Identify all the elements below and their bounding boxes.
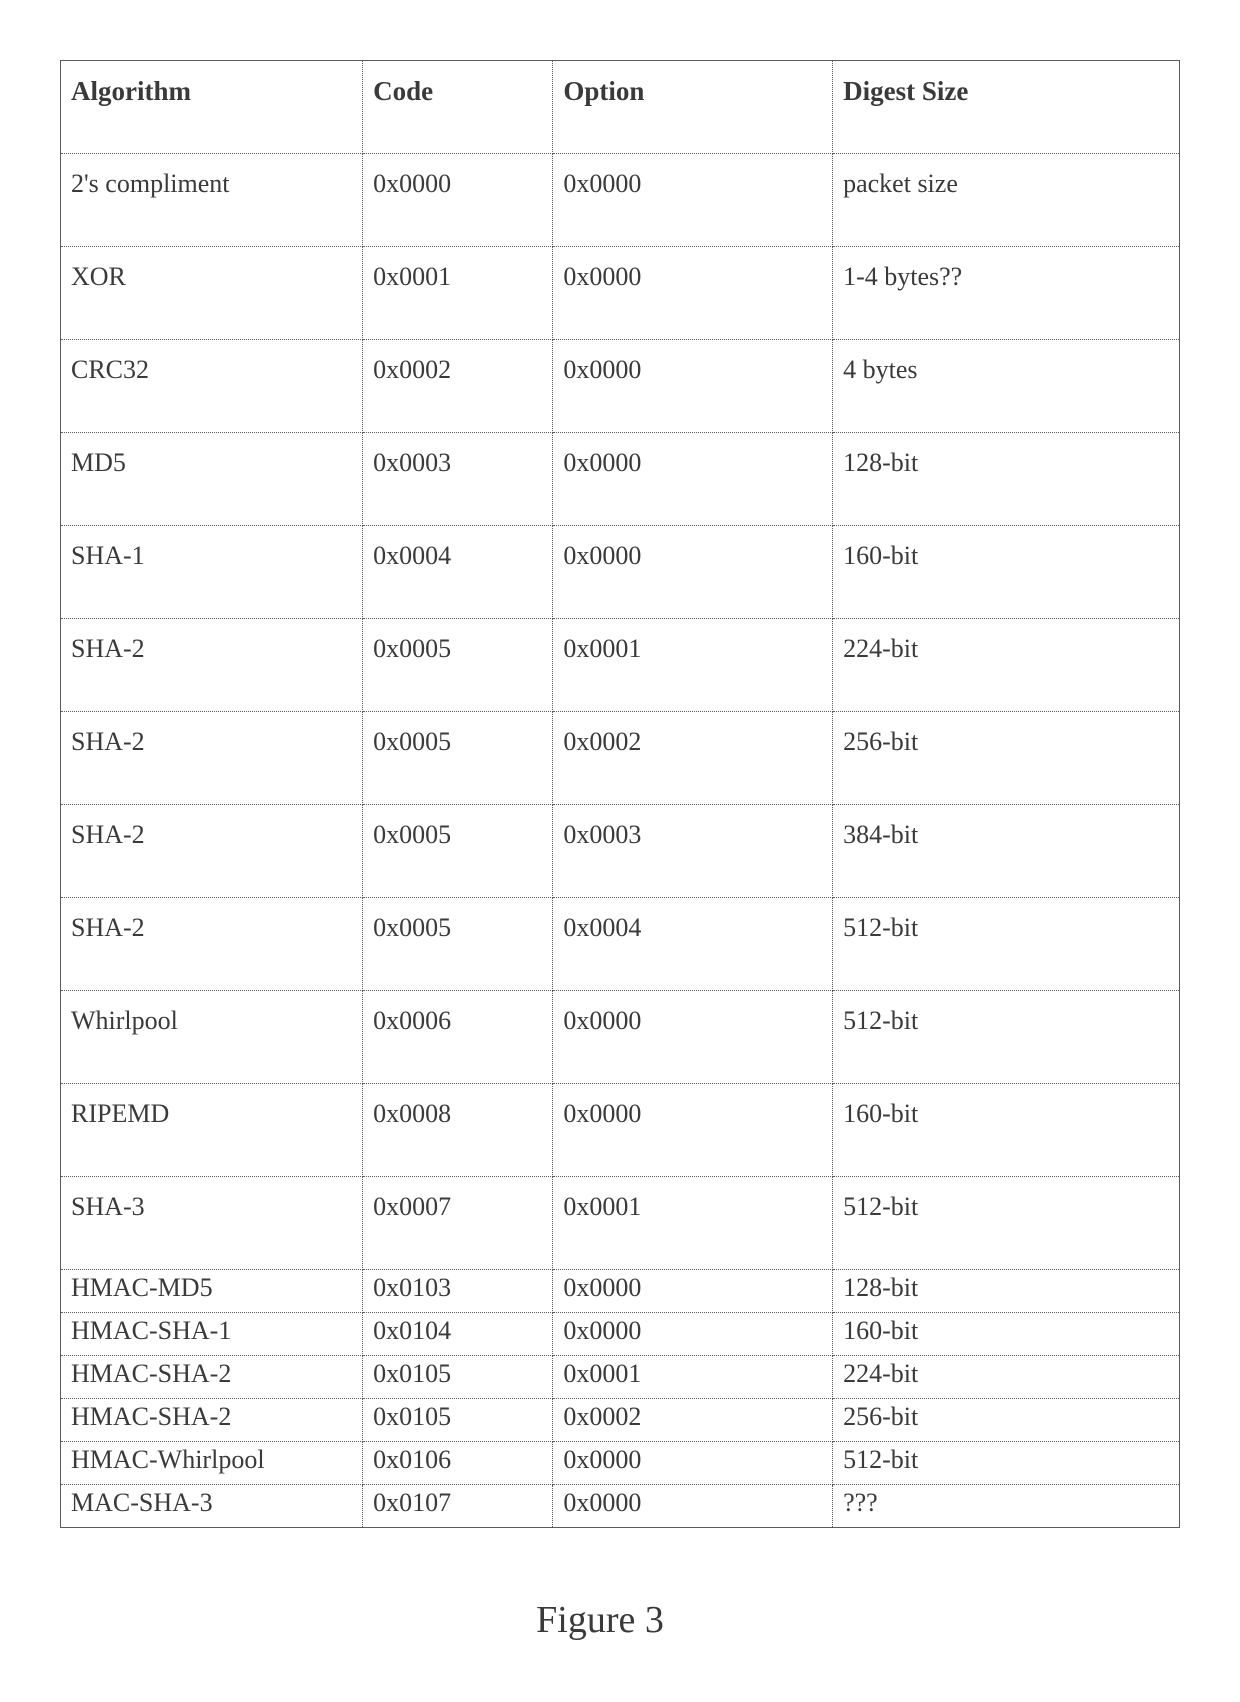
table-cell: 0x0004 — [553, 898, 833, 991]
table-cell: Whirlpool — [61, 991, 363, 1084]
table-cell: 0x0002 — [553, 1399, 833, 1442]
table-cell: 0x0000 — [553, 1485, 833, 1528]
table-cell: 0x0003 — [363, 433, 553, 526]
table-cell: 512-bit — [833, 1177, 1180, 1270]
table-row: HMAC-MD50x01030x0000128-bit — [61, 1270, 1180, 1313]
table-cell: 128-bit — [833, 1270, 1180, 1313]
table-cell: 256-bit — [833, 712, 1180, 805]
table-cell: 0x0003 — [553, 805, 833, 898]
table-cell: 0x0000 — [553, 1442, 833, 1485]
col-header-code: Code — [363, 61, 553, 154]
table-cell: 224-bit — [833, 619, 1180, 712]
table-cell: 512-bit — [833, 898, 1180, 991]
table-cell: SHA-3 — [61, 1177, 363, 1270]
table-row: SHA-20x00050x0002256-bit — [61, 712, 1180, 805]
table-cell: 160-bit — [833, 1313, 1180, 1356]
table-row: CRC320x00020x00004 bytes — [61, 340, 1180, 433]
table-cell: 0x0001 — [553, 1177, 833, 1270]
table-cell: 0x0000 — [553, 247, 833, 340]
table-cell: 0x0004 — [363, 526, 553, 619]
table-cell: 2's compliment — [61, 154, 363, 247]
table-row: HMAC-SHA-10x01040x0000160-bit — [61, 1313, 1180, 1356]
table-row: SHA-20x00050x0001224-bit — [61, 619, 1180, 712]
table-cell: RIPEMD — [61, 1084, 363, 1177]
table-row: SHA-20x00050x0004512-bit — [61, 898, 1180, 991]
table-cell: 0x0005 — [363, 805, 553, 898]
table-cell: 0x0005 — [363, 898, 553, 991]
table-cell: 0x0007 — [363, 1177, 553, 1270]
table-cell: SHA-2 — [61, 619, 363, 712]
table-cell: 4 bytes — [833, 340, 1180, 433]
table-cell: 0x0000 — [553, 154, 833, 247]
table-cell: 128-bit — [833, 433, 1180, 526]
table-cell: HMAC-Whirlpool — [61, 1442, 363, 1485]
table-cell: 1-4 bytes?? — [833, 247, 1180, 340]
table-cell: 0x0000 — [363, 154, 553, 247]
table-row: HMAC-Whirlpool0x01060x0000512-bit — [61, 1442, 1180, 1485]
table-cell: 0x0105 — [363, 1399, 553, 1442]
table-header-row: Algorithm Code Option Digest Size — [61, 61, 1180, 154]
table-cell: 0x0008 — [363, 1084, 553, 1177]
table-cell: 0x0000 — [553, 1313, 833, 1356]
table-cell: 0x0001 — [363, 247, 553, 340]
table-cell: 0x0006 — [363, 991, 553, 1084]
table-cell: SHA-2 — [61, 805, 363, 898]
table-cell: MD5 — [61, 433, 363, 526]
col-header-algorithm: Algorithm — [61, 61, 363, 154]
table-cell: 384-bit — [833, 805, 1180, 898]
table-cell: 0x0002 — [363, 340, 553, 433]
table-cell: 256-bit — [833, 1399, 1180, 1442]
table-cell: 0x0005 — [363, 712, 553, 805]
table-row: MAC-SHA-30x01070x0000??? — [61, 1485, 1180, 1528]
table-cell: 0x0005 — [363, 619, 553, 712]
table-cell: HMAC-SHA-2 — [61, 1356, 363, 1399]
table-row: RIPEMD0x00080x0000160-bit — [61, 1084, 1180, 1177]
table-row: SHA-30x00070x0001512-bit — [61, 1177, 1180, 1270]
table-cell: 0x0000 — [553, 991, 833, 1084]
table-row: SHA-20x00050x0003384-bit — [61, 805, 1180, 898]
figure-caption: Figure 3 — [60, 1598, 1140, 1642]
table-cell: CRC32 — [61, 340, 363, 433]
table-cell: SHA-2 — [61, 898, 363, 991]
table-cell: 0x0104 — [363, 1313, 553, 1356]
table-cell: 0x0107 — [363, 1485, 553, 1528]
table-cell: 0x0002 — [553, 712, 833, 805]
table-cell: ??? — [833, 1485, 1180, 1528]
table-row: HMAC-SHA-20x01050x0001224-bit — [61, 1356, 1180, 1399]
table-cell: SHA-2 — [61, 712, 363, 805]
table-row: HMAC-SHA-20x01050x0002256-bit — [61, 1399, 1180, 1442]
table-cell: 224-bit — [833, 1356, 1180, 1399]
table-cell: HMAC-MD5 — [61, 1270, 363, 1313]
table-cell: 0x0001 — [553, 1356, 833, 1399]
algorithm-table: Algorithm Code Option Digest Size 2's co… — [60, 60, 1180, 1528]
table-cell: 0x0000 — [553, 340, 833, 433]
table-cell: HMAC-SHA-2 — [61, 1399, 363, 1442]
col-header-digest: Digest Size — [833, 61, 1180, 154]
table-cell: packet size — [833, 154, 1180, 247]
table-cell: HMAC-SHA-1 — [61, 1313, 363, 1356]
table-cell: 512-bit — [833, 991, 1180, 1084]
table-cell: 0x0000 — [553, 433, 833, 526]
table-cell: 0x0000 — [553, 1084, 833, 1177]
table-row: MD50x00030x0000128-bit — [61, 433, 1180, 526]
table-cell: 0x0000 — [553, 526, 833, 619]
table-cell: MAC-SHA-3 — [61, 1485, 363, 1528]
table-cell: SHA-1 — [61, 526, 363, 619]
table-cell: 0x0103 — [363, 1270, 553, 1313]
table-cell: 512-bit — [833, 1442, 1180, 1485]
table-cell: 0x0106 — [363, 1442, 553, 1485]
table-cell: 160-bit — [833, 526, 1180, 619]
table-cell: 0x0000 — [553, 1270, 833, 1313]
table-cell: XOR — [61, 247, 363, 340]
table-cell: 160-bit — [833, 1084, 1180, 1177]
col-header-option: Option — [553, 61, 833, 154]
table-cell: 0x0001 — [553, 619, 833, 712]
table-cell: 0x0105 — [363, 1356, 553, 1399]
table-row: SHA-10x00040x0000160-bit — [61, 526, 1180, 619]
table-row: 2's compliment0x00000x0000packet size — [61, 154, 1180, 247]
table-body: 2's compliment0x00000x0000packet sizeXOR… — [61, 154, 1180, 1528]
table-row: Whirlpool0x00060x0000512-bit — [61, 991, 1180, 1084]
table-row: XOR0x00010x00001-4 bytes?? — [61, 247, 1180, 340]
